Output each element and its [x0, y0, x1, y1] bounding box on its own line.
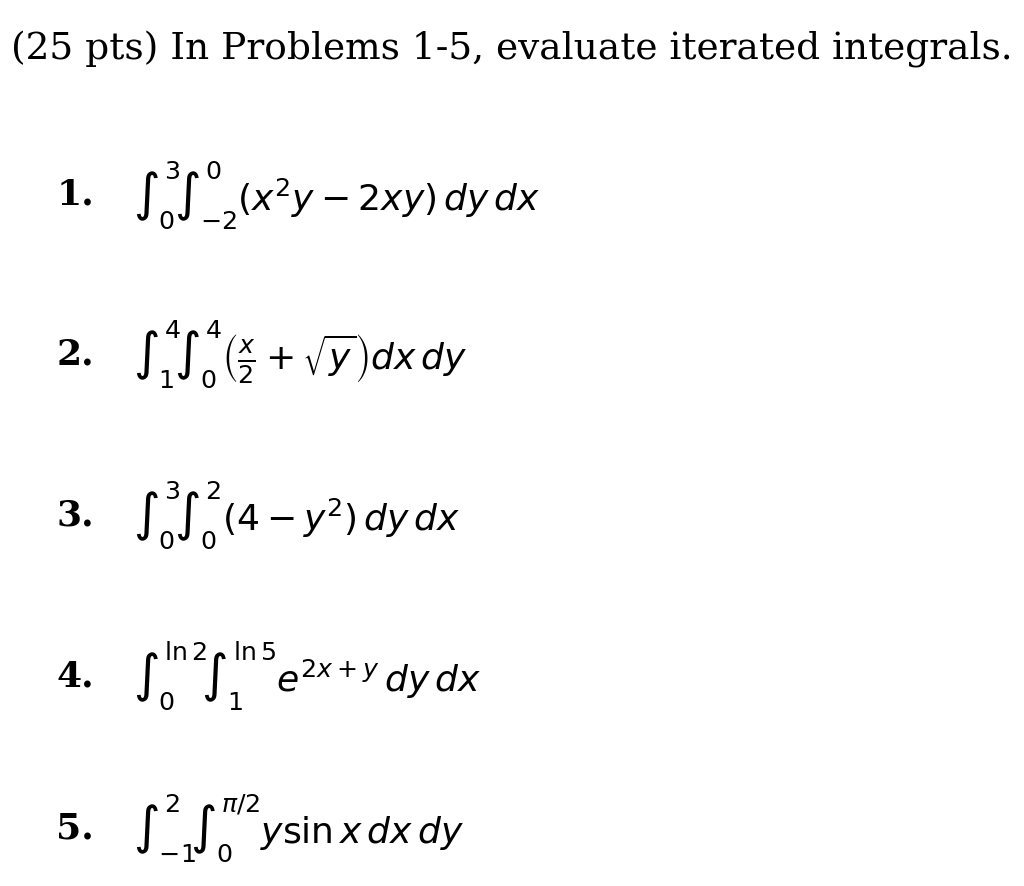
Text: $\int_{0}^{3}\!\int_{0}^{2}(4 - y^2)\,dy\,dx$: $\int_{0}^{3}\!\int_{0}^{2}(4 - y^2)\,dy…	[133, 480, 461, 551]
Text: 5.: 5.	[56, 812, 94, 845]
Text: (25 pts) In Problems 1-5, evaluate iterated integrals.: (25 pts) In Problems 1-5, evaluate itera…	[11, 31, 1013, 68]
Text: $\int_{0}^{\ln 2}\!\int_{1}^{\ln 5} e^{2x+y}\,dy\,dx$: $\int_{0}^{\ln 2}\!\int_{1}^{\ln 5} e^{2…	[133, 640, 481, 712]
Text: $\int_{1}^{4}\!\int_{0}^{4}\left(\frac{x}{2} + \sqrt{y}\right)dx\,dy$: $\int_{1}^{4}\!\int_{0}^{4}\left(\frac{x…	[133, 319, 468, 390]
Text: 4.: 4.	[56, 659, 94, 693]
Text: $\int_{0}^{3}\!\int_{-2}^{0}(x^2y - 2xy)\,dy\,dx$: $\int_{0}^{3}\!\int_{-2}^{0}(x^2y - 2xy)…	[133, 159, 541, 230]
Text: $\int_{-1}^{2}\!\int_{0}^{\pi/2} y\sin x\,dx\,dy$: $\int_{-1}^{2}\!\int_{0}^{\pi/2} y\sin x…	[133, 793, 464, 864]
Text: 1.: 1.	[56, 178, 94, 212]
Text: 2.: 2.	[56, 338, 94, 371]
Text: 3.: 3.	[56, 499, 94, 532]
